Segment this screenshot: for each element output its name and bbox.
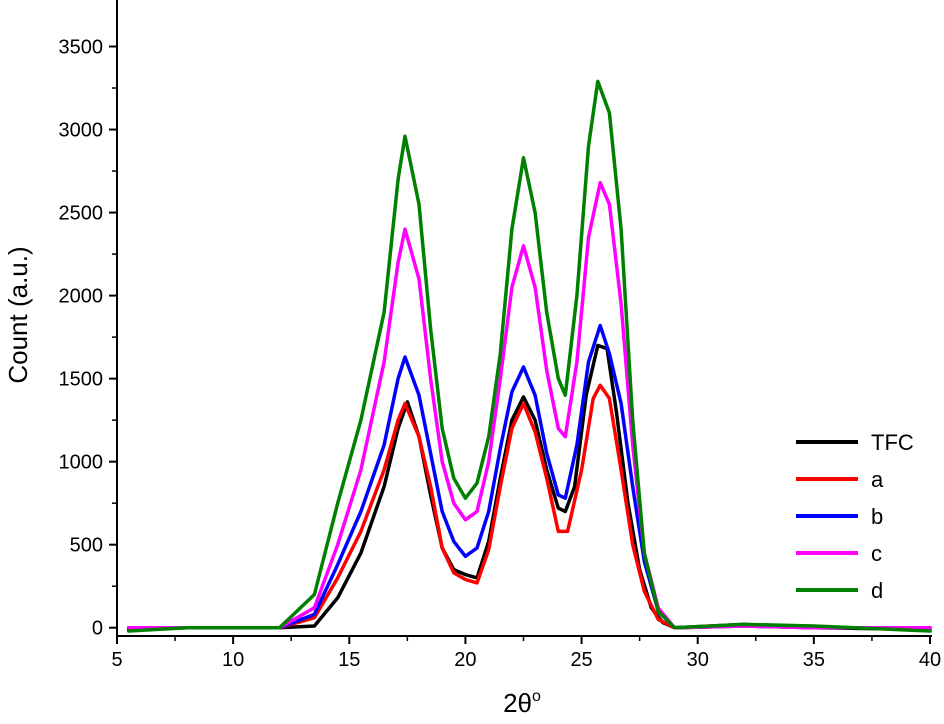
y-tick-label: 1000 [59,452,104,474]
y-tick-label: 2000 [59,286,104,308]
x-tick-label: 25 [570,649,592,671]
y-tick-label: 3000 [59,120,104,142]
x-axis-title: 2θo [503,688,541,718]
series-layer [126,79,932,633]
x-tick-label: 20 [454,649,476,671]
series-line-a [126,383,932,630]
x-axis-title-superscript: o [532,688,541,705]
y-tick-label: 0 [92,618,103,640]
series-line-b [126,323,932,630]
series-line-d [126,79,932,633]
y-axis-title: Count (a.u.) [3,246,33,383]
x-axis-title-main: 2θ [503,688,532,718]
x-tick-label: 40 [919,649,941,671]
legend-label-d: d [871,578,883,603]
y-tick-label: 1500 [59,369,104,391]
x-tick-label: 5 [111,649,122,671]
ticks: 0 500 1000 1500 2000 2500 3000 3500 5 10 15 20 25 30 3… [59,37,942,671]
y-tick-label: 2500 [59,203,104,225]
series-line-tfc [126,343,932,632]
y-tick-label: 3500 [59,37,104,59]
y-tick-label: 500 [70,535,103,557]
x-tick-label: 10 [222,649,244,671]
x-tick-label: 30 [687,649,709,671]
x-tick-label: 35 [803,649,825,671]
legend-label-a: a [871,467,884,492]
x-tick-label: 15 [338,649,360,671]
legend-label-b: b [871,504,883,529]
legend-label-c: c [871,541,882,566]
axes [116,0,932,637]
legend-label-tfc: TFC [871,430,914,455]
